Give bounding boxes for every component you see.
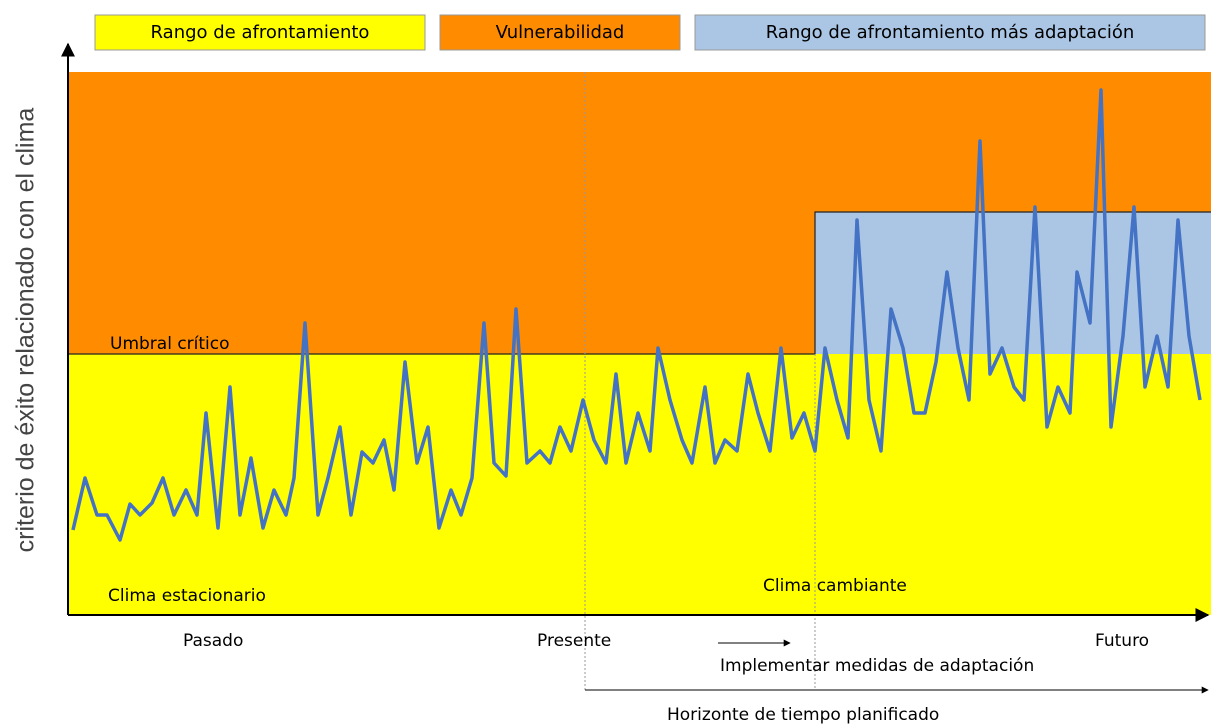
legend-label: Vulnerabilidad: [496, 22, 625, 43]
adaptation-region: [815, 212, 1211, 354]
time-label: Presente: [537, 631, 611, 651]
changing-label: Clima cambiante: [763, 576, 907, 596]
legend-label: Rango de afrontamiento más adaptación: [766, 22, 1135, 43]
implement-label: Implementar medidas de adaptación: [720, 656, 1034, 676]
threshold-label: Umbral crítico: [110, 334, 230, 354]
legend-label: Rango de afrontamiento: [151, 22, 370, 43]
legend-box: [94, 14, 426, 51]
climate-series: [71, 88, 1202, 542]
time-label: Pasado: [183, 631, 243, 651]
stationary-label: Clima estacionario: [108, 586, 266, 606]
y-axis-label: criterio de éxito relacionado con el cli…: [12, 108, 40, 553]
legend-box: [694, 14, 1206, 51]
time-label: Futuro: [1095, 631, 1149, 651]
legend-box: [439, 14, 681, 51]
critical-threshold: [68, 211, 1211, 355]
horizon-label: Horizonte de tiempo planificado: [667, 705, 939, 724]
coping-region: [68, 354, 1211, 615]
